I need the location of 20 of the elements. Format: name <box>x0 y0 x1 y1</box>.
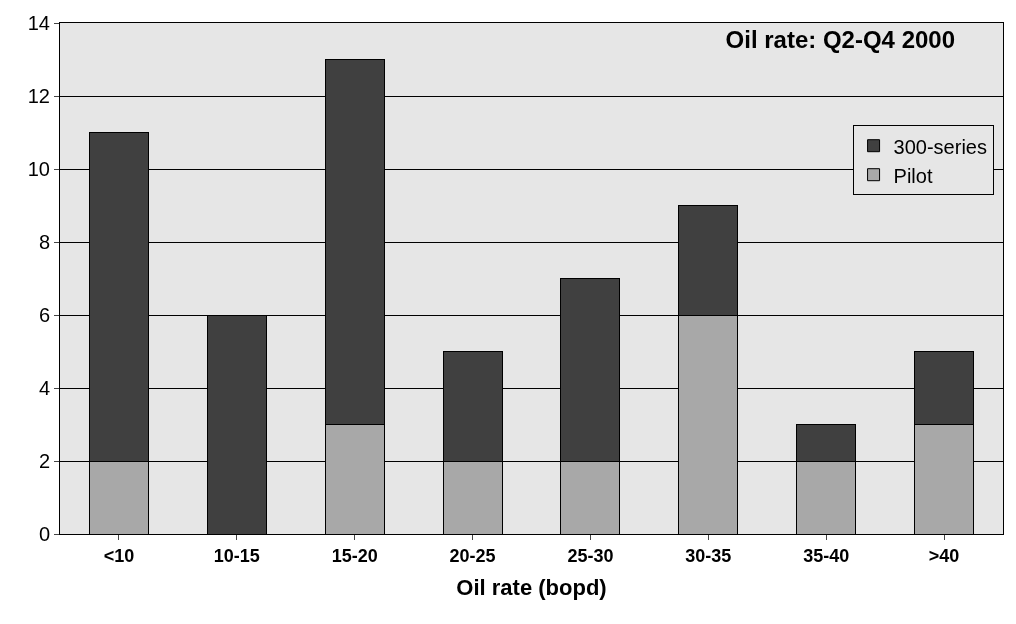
y-tick-label: 12 <box>27 85 50 107</box>
y-tick-label: 0 <box>38 523 50 545</box>
x-tick-label: 35-40 <box>803 545 850 566</box>
y-tick-label: 2 <box>38 450 50 472</box>
x-tick-label: >40 <box>928 545 960 566</box>
y-tick-label: 4 <box>38 377 50 399</box>
x-tick-label: 25-30 <box>567 545 614 566</box>
y-tick-label: 14 <box>27 12 50 34</box>
x-tick-label: 10-15 <box>213 545 260 566</box>
x-tick-label: 30-35 <box>685 545 732 566</box>
y-tick-label: 10 <box>27 158 50 180</box>
x-tick-label: 20-25 <box>449 545 496 566</box>
x-tick-label: <10 <box>103 545 135 566</box>
x-axis-title: Oil rate (bopd) <box>456 575 607 601</box>
x-tick-label: 15-20 <box>331 545 378 566</box>
legend-label: Pilot <box>893 164 933 187</box>
legend-label: 300-series <box>893 135 987 158</box>
chart-title: Oil rate: Q2-Q4 2000 <box>725 26 956 53</box>
y-tick-label: 6 <box>38 304 50 326</box>
y-tick-label: 8 <box>38 231 50 253</box>
